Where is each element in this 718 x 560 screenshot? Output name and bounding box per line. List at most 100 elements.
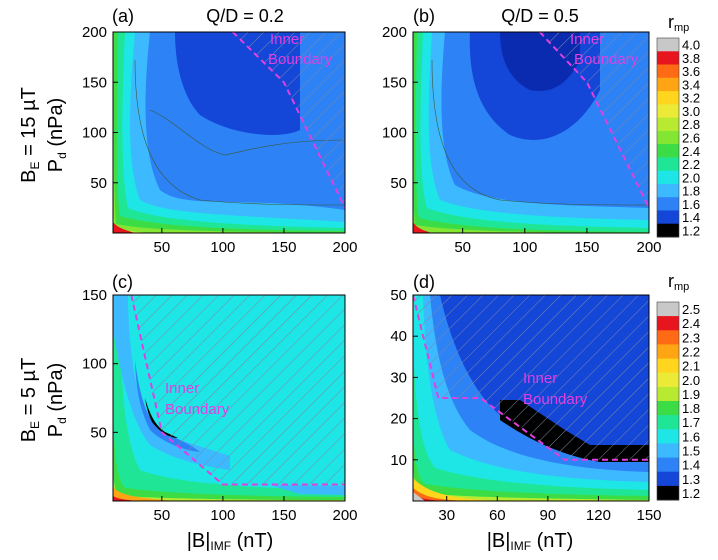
x-tick-label: 150 [574, 239, 599, 256]
contour-level-2.5 [413, 492, 425, 501]
colorbar-swatch [657, 429, 679, 444]
colorbar-label: 2.2 [682, 157, 700, 172]
colorbar-swatch [657, 330, 679, 345]
y-tick-label: 10 [390, 452, 407, 469]
colorbar-swatch [657, 130, 679, 145]
colorbar-swatch [657, 197, 679, 211]
colorbar-swatch [657, 64, 679, 79]
contour-line [431, 59, 649, 206]
panel-b: 50 100 150 200 50 100 150 200 (b) Q/D = 0.5 Inn… [382, 6, 662, 256]
colorbar-label: 1.6 [682, 197, 700, 212]
contour-level-1.5 [413, 295, 649, 501]
y-tick-label: 20 [390, 411, 407, 428]
contour-level-2.1 [413, 478, 500, 501]
contour-field-b [413, 32, 649, 233]
plot-frame-d [412, 294, 650, 502]
contour-level-1.8 [413, 400, 649, 501]
x-tick-label: 90 [540, 507, 557, 524]
contour-field-c [113, 295, 345, 501]
contour-level-3.8 [413, 222, 432, 233]
contour-level-2.2 [413, 32, 649, 233]
x-tick-label: 200 [332, 239, 357, 256]
y-tick-label: 50 [390, 175, 407, 192]
colorbar-label: 1.2 [682, 223, 700, 238]
colorbar-swatch [657, 386, 679, 402]
colorbar-label: 1.5 [682, 444, 700, 459]
colorbar-swatch [657, 77, 679, 92]
colorbar-swatch [657, 358, 679, 374]
contour-level-2.3 [113, 487, 175, 501]
colorbar-swatch [657, 415, 679, 430]
axis-ticks-a: 50 100 150 200 50 100 150 200 [82, 24, 358, 256]
colorbar-swatch [657, 485, 679, 501]
colorbar-label: 1.4 [682, 210, 700, 225]
y-tick-label: 50 [90, 175, 107, 192]
y-tick-label: 50 [90, 424, 107, 441]
colorbar-label: 1.9 [682, 387, 700, 402]
colorbar-swatch [657, 144, 679, 158]
x-tick-label: 120 [586, 507, 611, 524]
y-tick-label: 100 [82, 356, 107, 373]
x-tick-label: 50 [454, 239, 471, 256]
colorbar-swatch [657, 117, 679, 132]
inner-label-b-line1: Inner [570, 31, 604, 48]
y-tick-label: 100 [82, 125, 107, 142]
x-tick-label: 50 [153, 239, 170, 256]
colorbar-swatch [657, 401, 679, 416]
axis-ticks-d: 30 60 90 120 150 10 20 30 40 50 [390, 287, 661, 524]
y-tick-label: 150 [82, 287, 107, 304]
x-tick-label: 100 [210, 239, 235, 256]
colorbar-swatch [657, 457, 679, 473]
contour-line [149, 109, 345, 156]
y-tick-label: 30 [390, 369, 407, 386]
colorbar-label: 3.2 [682, 91, 700, 106]
colorbar-label: 4.0 [682, 38, 700, 53]
panel-label-d: (d) [413, 272, 435, 292]
colorbar-swatch [657, 157, 679, 172]
colorbar-swatch [657, 316, 679, 331]
y-tick-label: 50 [390, 287, 407, 304]
plot-frame-c [112, 294, 346, 502]
x-tick-label: 100 [210, 507, 235, 524]
inner-label-d-line1: Inner [523, 370, 557, 387]
contour-level-1.3 [135, 360, 200, 452]
panel-label-a: (a) [112, 6, 134, 26]
inner-boundary-line-c [130, 295, 345, 486]
colorbar-label: 1.4 [682, 458, 700, 473]
excluded-region-b [539, 32, 649, 208]
y-tick-label: 150 [82, 74, 107, 91]
colorbar-swatch [657, 443, 679, 458]
colorbar-swatch [657, 471, 679, 487]
colorbar-label: 3.0 [682, 104, 700, 119]
colorbar-label: 2.5 [682, 302, 700, 317]
panel-c: 50 100 150 200 50 100 150 (c) Inner Boundary [82, 272, 358, 524]
axis-ticks-b: 50 100 150 200 50 100 150 200 [382, 24, 662, 256]
x-tick-label: 150 [271, 239, 296, 256]
xlabel-right: |B|IMF (nT) [487, 530, 574, 553]
colorbar-swatch [657, 104, 679, 119]
panel-label-b: (b) [413, 6, 435, 26]
x-tick-label: 60 [489, 507, 506, 524]
x-tick-label: 200 [332, 507, 357, 524]
ylabel-bottom: Pd (nPa) [45, 363, 69, 438]
y-tick-label: 100 [382, 125, 407, 142]
colorbar-swatch [657, 170, 679, 185]
colorbar-label: 1.6 [682, 429, 700, 444]
colorbar-swatch [657, 183, 679, 198]
inner-boundary-line-b [538, 32, 649, 209]
colorbar-bottom: 2.52.42.32.22.12.01.91.81.71.61.51.41.31… [656, 301, 700, 501]
colorbar-top-title: rmp [668, 12, 689, 34]
contour-level-1.4 [113, 295, 230, 470]
colorbar-label: 2.4 [682, 316, 700, 331]
axis-ticks-c: 50 100 150 200 50 100 150 [82, 287, 358, 524]
colorbar-label: 1.7 [682, 415, 700, 430]
inner-label-c-line1: Inner [165, 380, 199, 397]
colorbar-label: 1.8 [682, 401, 700, 416]
contour-field-d [413, 295, 649, 501]
colorbar-label: 3.4 [682, 77, 700, 92]
inner-label-b-line2: Boundary [574, 51, 639, 68]
inner-boundary-line-a [231, 32, 345, 209]
inner-label-c-line2: Boundary [165, 401, 230, 418]
contour-level-1.6 [113, 295, 345, 501]
